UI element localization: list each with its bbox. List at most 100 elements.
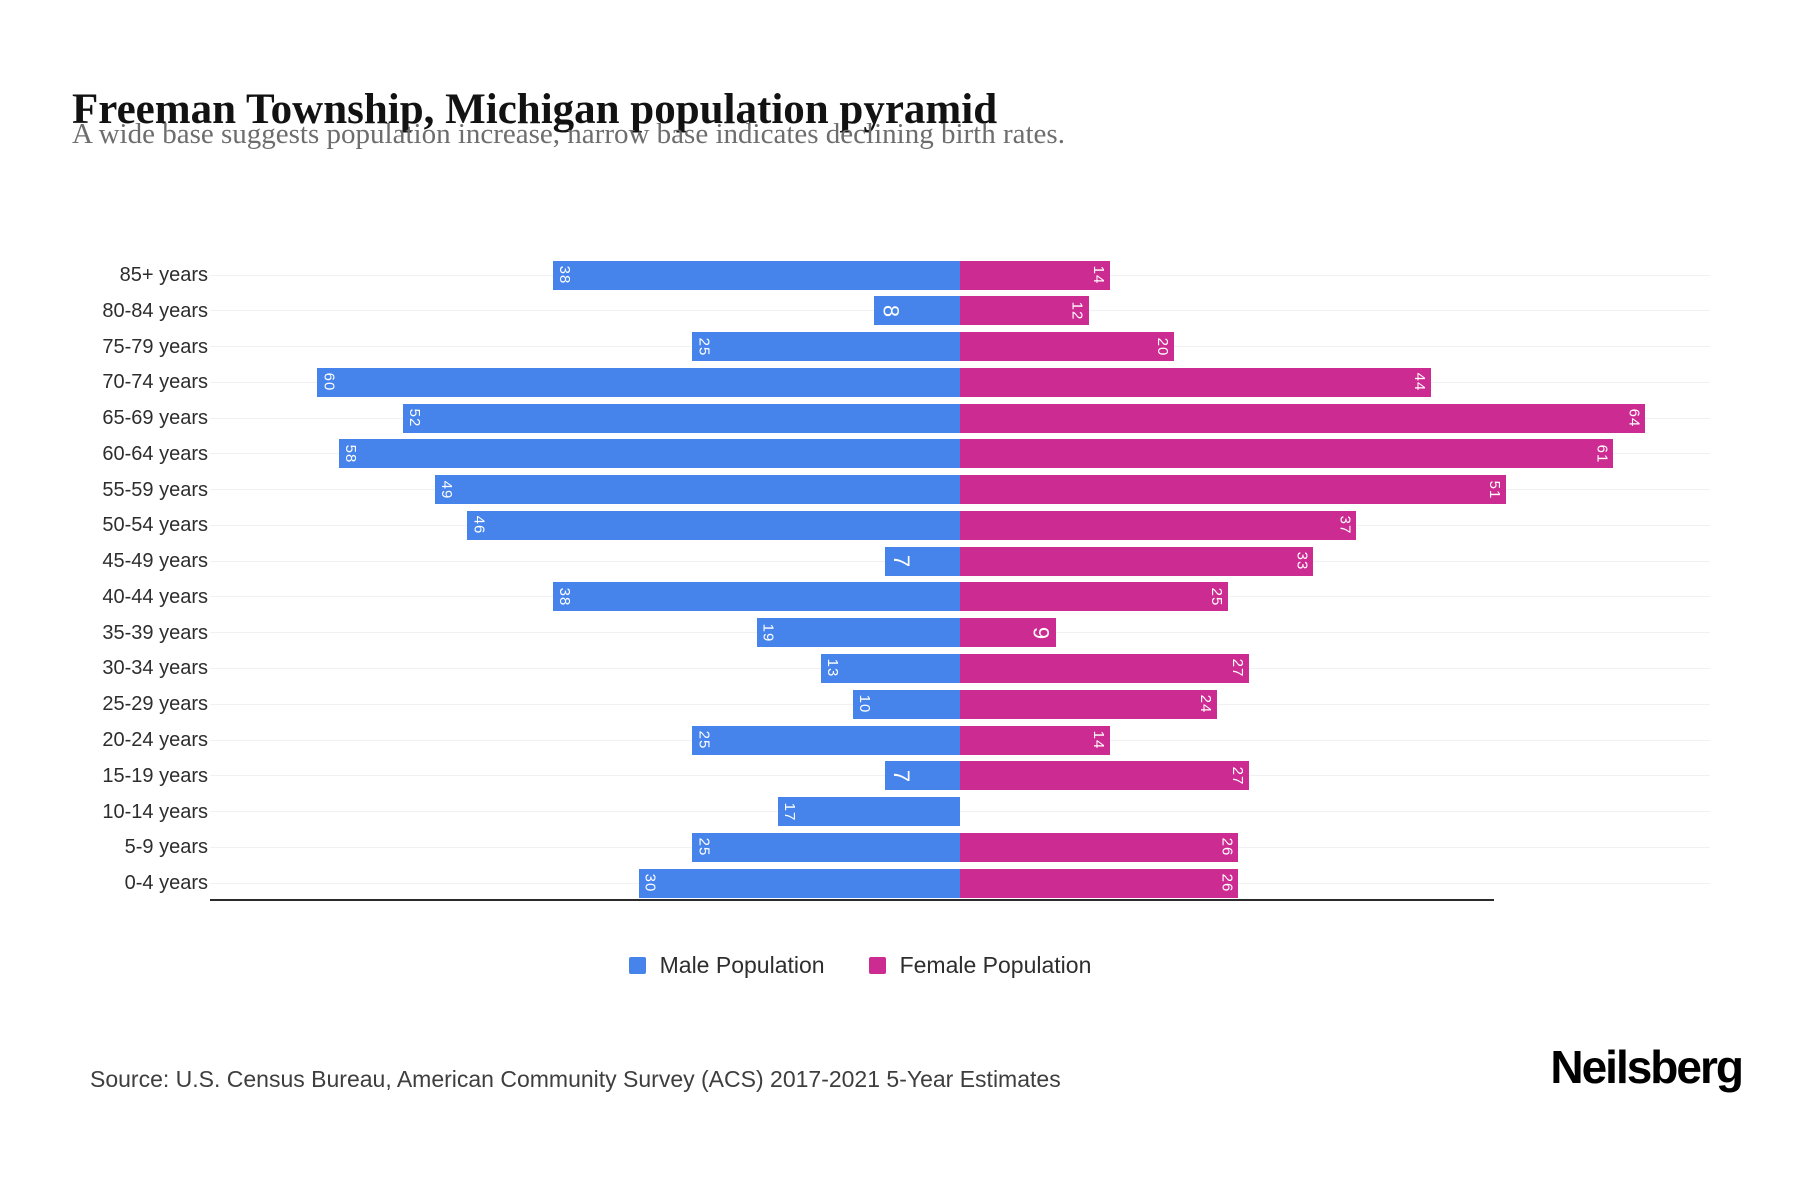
female-bar[interactable]: 64 <box>960 403 1646 433</box>
female-bar[interactable]: 20 <box>960 332 1175 362</box>
male-bar[interactable]: 7 <box>885 546 960 576</box>
female-bar[interactable]: 9 <box>960 618 1057 648</box>
male-bar-value: 30 <box>641 873 659 893</box>
female-bar-value: 37 <box>1336 516 1354 535</box>
female-bar[interactable]: 51 <box>960 475 1507 505</box>
legend-item-male[interactable]: Male Population <box>628 952 825 979</box>
legend-item-female[interactable]: Female Population <box>868 952 1092 979</box>
male-bar[interactable]: 60 <box>317 367 960 397</box>
female-bar[interactable]: 61 <box>960 439 1614 469</box>
female-bar[interactable]: 12 <box>960 296 1089 326</box>
female-bar[interactable]: 27 <box>960 761 1250 791</box>
male-bar-value: 25 <box>695 337 713 356</box>
male-bar[interactable]: 17 <box>777 797 960 827</box>
male-bar-value: 46 <box>470 516 488 535</box>
female-bar-value: 9 <box>1028 626 1054 639</box>
male-bar[interactable]: 7 <box>885 761 960 791</box>
female-bar-value: 14 <box>1089 730 1107 750</box>
male-legend-swatch <box>628 957 646 974</box>
female-bar-value: 12 <box>1068 301 1086 321</box>
male-bar-value: 7 <box>889 555 915 568</box>
page-title: Freeman Township, Michigan population py… <box>72 85 998 133</box>
female-bar-value: 27 <box>1229 766 1247 786</box>
age-group-label: 60-64 years <box>102 442 208 465</box>
female-bar-value: 51 <box>1486 480 1504 499</box>
age-group-label: 35-39 years <box>102 621 208 644</box>
age-group-label: 55-59 years <box>102 478 208 501</box>
male-bar[interactable]: 25 <box>692 832 960 862</box>
age-group-label: 15-19 years <box>102 764 208 787</box>
male-bar-value: 8 <box>878 304 904 317</box>
chart-legend: Male Population Female Population <box>0 952 1760 979</box>
male-bar-value: 52 <box>406 408 424 428</box>
female-bar[interactable]: 14 <box>960 260 1110 290</box>
male-bar-value: 25 <box>695 730 713 750</box>
female-bar-value: 20 <box>1154 337 1172 356</box>
male-legend-label: Male Population <box>659 952 825 978</box>
male-bar-value: 7 <box>889 769 915 782</box>
female-legend-label: Female Population <box>899 952 1092 978</box>
male-bar-value: 38 <box>556 587 574 607</box>
female-bar[interactable]: 14 <box>960 725 1110 755</box>
male-bar[interactable]: 13 <box>820 653 960 683</box>
female-bar[interactable]: 26 <box>960 868 1239 898</box>
page-subtitle: A wide base suggests population increase… <box>72 118 1065 150</box>
male-bar[interactable]: 30 <box>638 868 960 898</box>
male-bar-value: 17 <box>780 802 798 821</box>
female-bar-value: 25 <box>1207 587 1225 607</box>
male-bar[interactable]: 10 <box>852 689 960 719</box>
age-group-label: 30-34 years <box>102 657 208 680</box>
female-bar[interactable]: 37 <box>960 510 1357 540</box>
female-bar[interactable]: 24 <box>960 689 1218 719</box>
source-attribution: Source: U.S. Census Bureau, American Com… <box>90 1066 1061 1092</box>
male-bar[interactable]: 49 <box>435 475 960 505</box>
female-bar-value: 24 <box>1197 694 1215 714</box>
age-group-label: 65-69 years <box>102 407 208 430</box>
male-bar[interactable]: 38 <box>553 582 960 612</box>
male-bar-value: 25 <box>695 837 713 857</box>
male-bar-value: 60 <box>320 372 338 392</box>
age-group-label: 85+ years <box>119 264 208 286</box>
male-bar[interactable]: 52 <box>403 403 960 433</box>
female-bar-value: 61 <box>1593 444 1611 464</box>
age-group-label: 25-29 years <box>102 693 208 716</box>
male-bar[interactable]: 19 <box>756 618 960 648</box>
female-bar-value: 33 <box>1293 551 1311 571</box>
female-bar[interactable]: 26 <box>960 832 1239 862</box>
male-bar-value: 49 <box>438 480 456 499</box>
age-group-label: 10-14 years <box>102 800 208 823</box>
age-group-label: 20-24 years <box>102 729 208 751</box>
x-axis-baseline <box>210 899 1494 901</box>
female-bar[interactable]: 27 <box>960 653 1250 683</box>
female-bar-value: 26 <box>1218 837 1236 857</box>
male-bar[interactable]: 25 <box>692 332 960 362</box>
age-group-label: 75-79 years <box>102 335 208 358</box>
age-group-label: 0-4 years <box>124 872 208 895</box>
male-bar-value: 10 <box>855 694 873 714</box>
age-group-label: 50-54 years <box>102 514 208 537</box>
neilsberg-logo: Neilsberg <box>1550 1041 1744 1093</box>
row-gridline <box>210 811 1710 813</box>
female-legend-swatch <box>868 957 886 974</box>
male-bar-value: 58 <box>341 444 359 464</box>
female-bar[interactable]: 33 <box>960 546 1314 576</box>
male-bar[interactable]: 46 <box>467 510 960 540</box>
female-bar-value: 64 <box>1625 408 1643 428</box>
female-bar-value: 14 <box>1089 265 1107 285</box>
female-bar-value: 26 <box>1218 873 1236 893</box>
male-bar-value: 13 <box>823 659 841 678</box>
age-group-label: 70-74 years <box>102 371 208 394</box>
female-bar[interactable]: 25 <box>960 582 1228 612</box>
age-group-label: 80-84 years <box>102 299 208 322</box>
male-bar[interactable]: 25 <box>692 725 960 755</box>
male-bar-value: 19 <box>759 623 777 643</box>
age-group-label: 40-44 years <box>102 585 208 608</box>
male-bar[interactable]: 58 <box>338 439 960 469</box>
male-bar-value: 38 <box>556 265 574 285</box>
female-bar-value: 44 <box>1411 372 1429 392</box>
female-bar[interactable]: 44 <box>960 367 1432 397</box>
male-bar[interactable]: 8 <box>874 296 960 326</box>
female-bar-value: 27 <box>1229 659 1247 678</box>
male-bar[interactable]: 38 <box>553 260 960 290</box>
age-group-label: 45-49 years <box>102 550 208 573</box>
